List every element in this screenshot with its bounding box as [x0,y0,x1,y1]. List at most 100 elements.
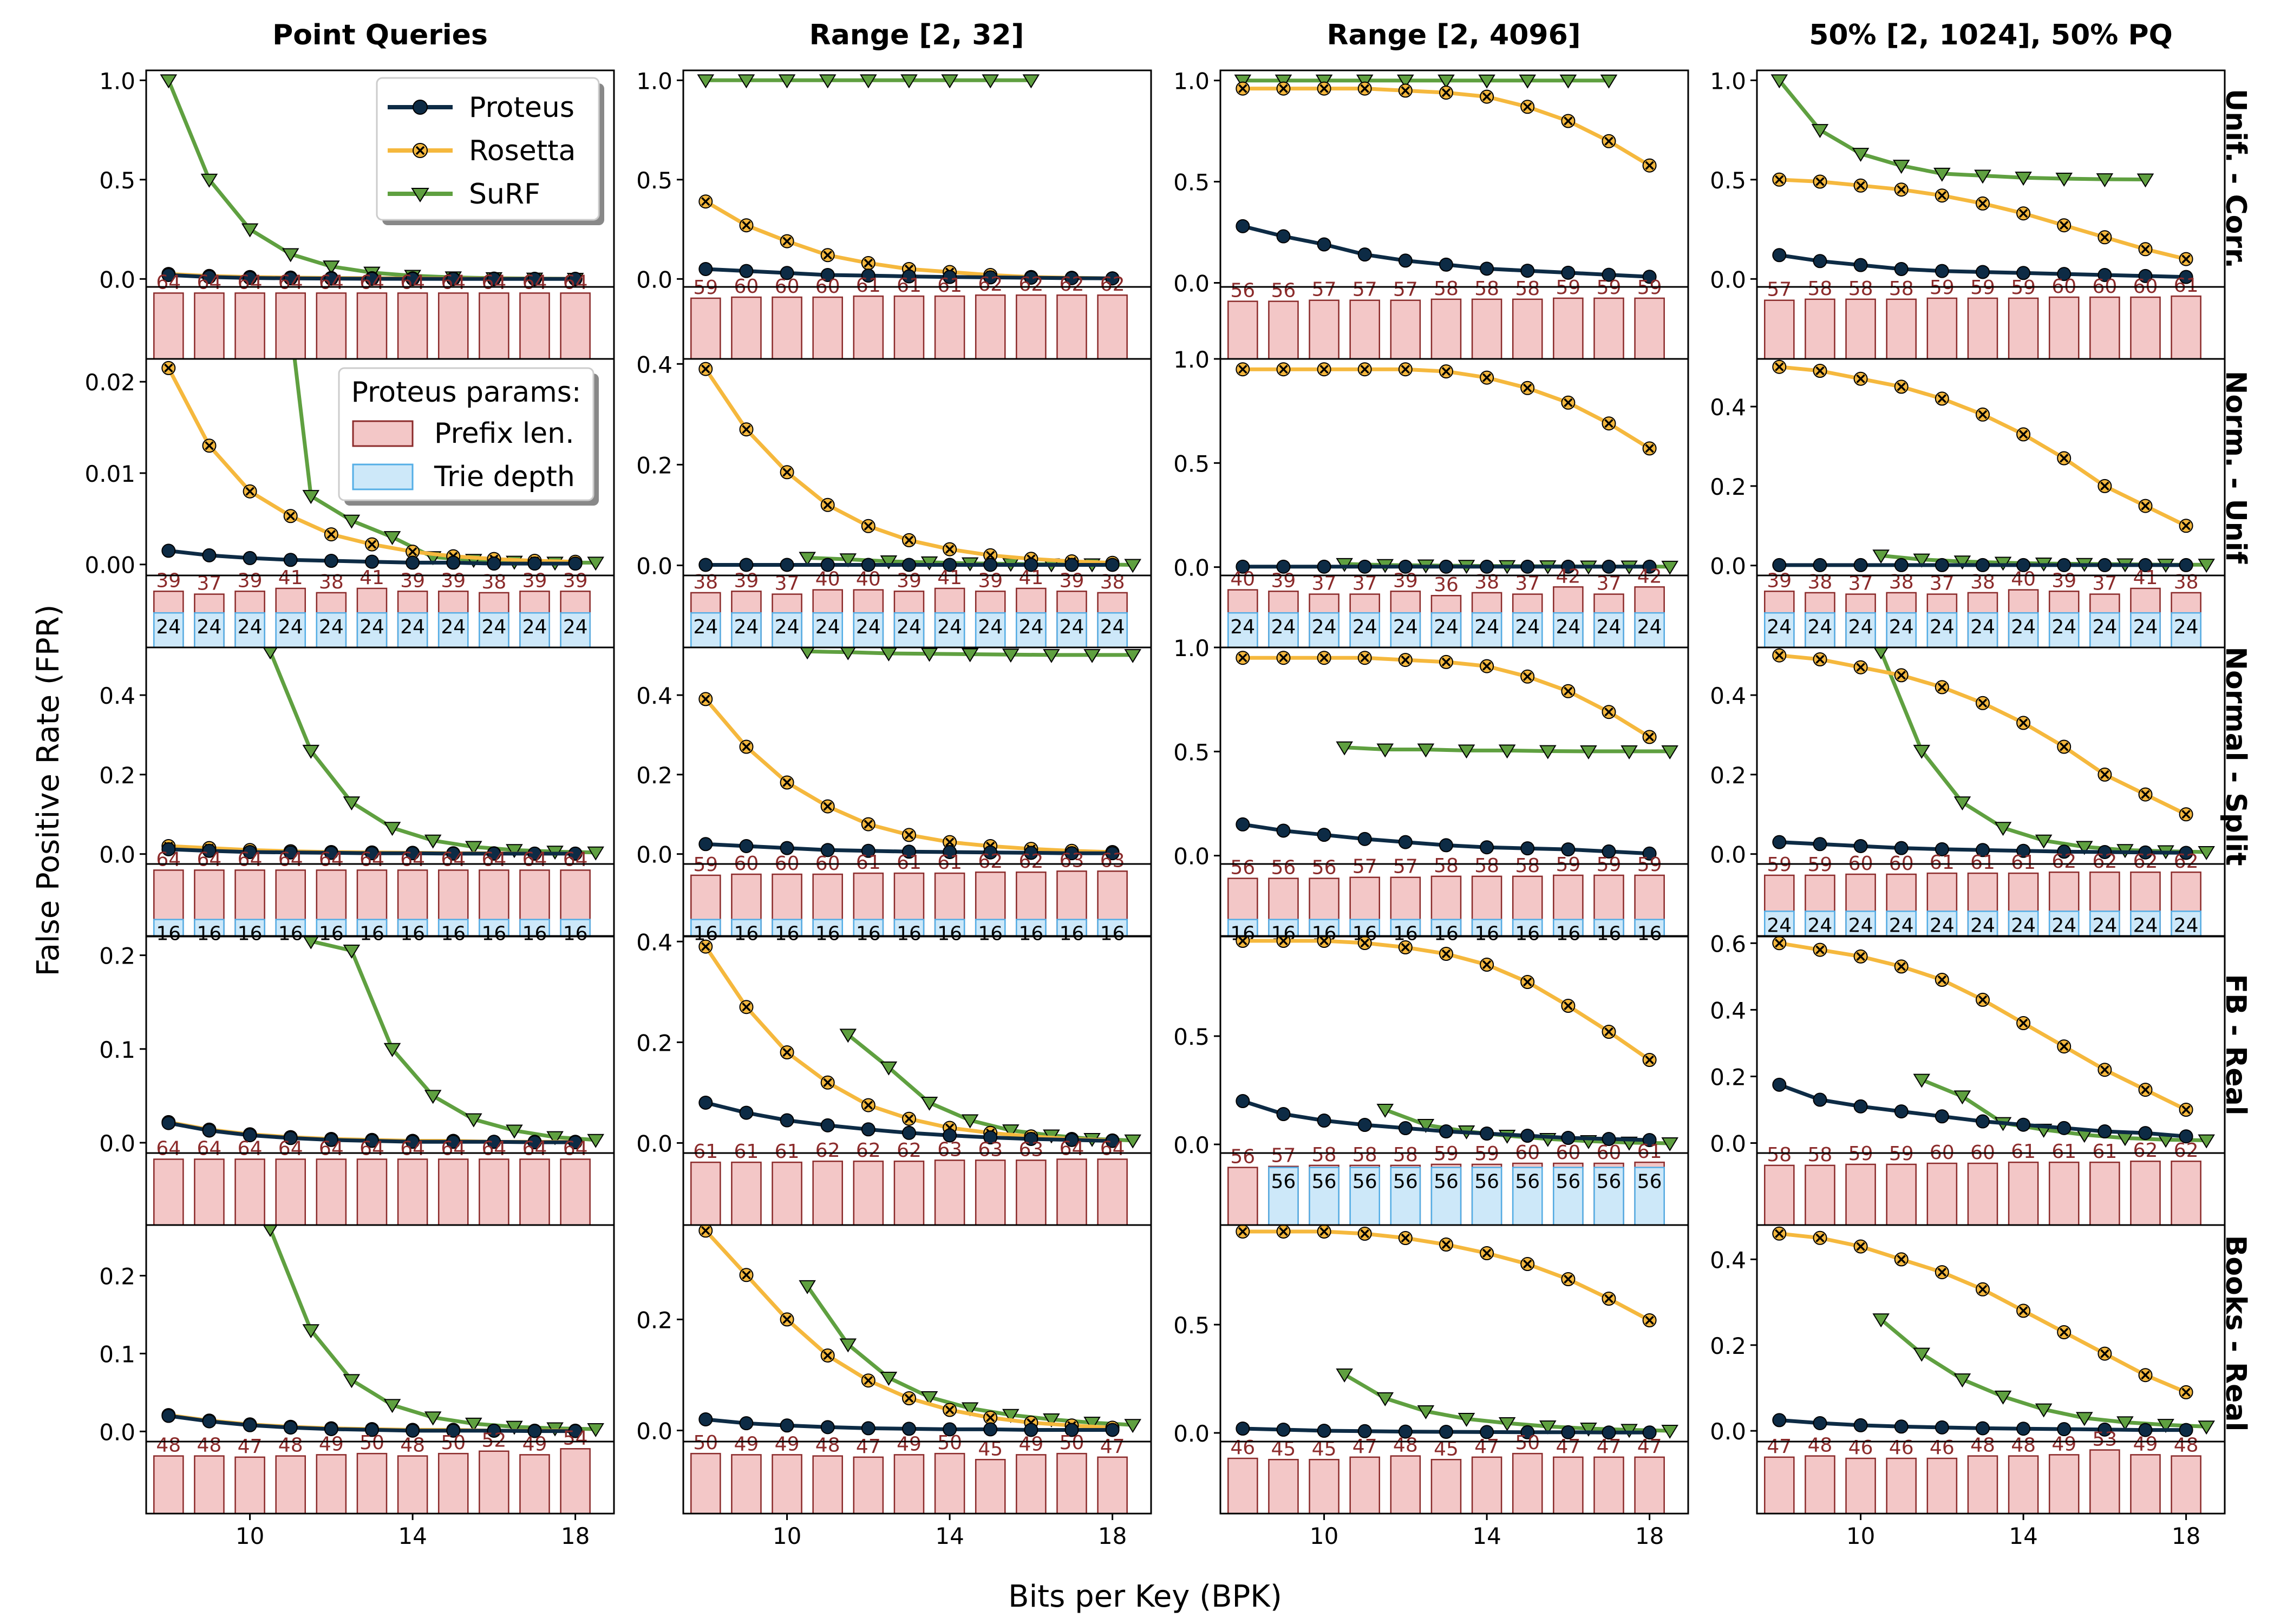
prefix-bar-label: 48 [2174,1435,2199,1457]
prefix-bar-label: 46 [1930,1437,1955,1459]
proteus-point [161,543,176,558]
series-group [697,74,1120,286]
surf-point [587,556,604,571]
surf-point [920,1391,938,1405]
proteus-point [698,1412,713,1426]
prefix-bar-label: 50 [1515,1432,1540,1454]
surf-point [1620,745,1638,759]
trie-bar [731,919,762,937]
proteus-point [1520,559,1535,574]
prefix-bar-label: 38 [693,571,718,593]
prefix-bar-label: 64 [156,271,181,293]
rosetta-point-cross [1441,88,1451,97]
rosetta-point-cross [1856,181,1865,191]
proteus-point [1317,1114,1331,1128]
prefix-bar [356,1452,388,1515]
proteus-point [861,558,875,572]
rosetta-point [2179,252,2193,266]
proteus-point [1935,264,1949,278]
prefix-bar-label: 57 [1393,856,1418,878]
rosetta-point-cross [701,1226,710,1235]
proteus-point [698,837,713,852]
rosetta-point-cross [1482,92,1492,101]
prefix-bar [194,292,225,360]
proteus-point [1853,839,1868,853]
trie-bar-label: 24 [1352,616,1377,638]
surf-point [1811,124,1829,139]
surf-point [241,223,259,238]
trie-bar-label: 56 [1474,1171,1499,1193]
surf-point [2136,173,2154,188]
rosetta-point [861,817,875,831]
trie-bar-label: 24 [2051,616,2076,638]
trie-bar-label: 24 [2011,914,2036,937]
proteus-point [901,844,916,859]
rosetta-point [1813,942,1827,957]
surf-point [424,834,442,849]
series-group [698,939,1141,1149]
rosetta-point-cross [1522,672,1532,682]
rosetta-point-cross [1319,1227,1329,1236]
rosetta-point-cross [1815,366,1825,376]
x-tick-label: 18 [2172,1523,2200,1549]
col-title-0: Point Queries [272,19,488,51]
series-group [698,1225,1141,1437]
prefix-bar [853,295,884,360]
trie-bar-label: 16 [734,923,759,945]
prefix-bar-label: 49 [522,1433,547,1455]
legend-trie-label: Trie depth [434,461,575,493]
rosetta-point-cross [1978,199,1988,208]
prefix-bar-label: 46 [1848,1437,1873,1459]
prefix-bar [772,1454,802,1515]
rosetta-point-cross [945,1405,955,1415]
proteus-point [2016,1422,2031,1436]
trie-bar-label: 16 [1100,923,1125,945]
rosetta-point [1520,669,1535,684]
rosetta-point-cross [1319,84,1329,93]
prefix-bar [2171,295,2201,360]
rosetta-point-cross [742,742,751,751]
trie-bar [1349,612,1381,649]
rosetta-point [2097,479,2112,493]
surf-point [302,1324,320,1339]
proteus-point [202,1123,217,1138]
legend-surf-label: SuRF [469,178,540,211]
legend-trie-swatch [352,463,414,490]
surf-point [860,74,877,89]
y-tick-label: 0.2 [1710,1333,1746,1359]
rosetta-point [1935,188,1949,203]
trie-bar-label: 16 [563,923,588,945]
proteus-point [1642,559,1657,574]
rosetta-point [365,537,379,552]
rosetta-point [1602,1292,1616,1306]
rosetta-point [1317,651,1331,665]
prefix-bar-label: 47 [238,1436,263,1458]
prefix-bar-label: 61 [897,274,922,297]
surf-point [1437,74,1455,89]
proteus-point [1439,1124,1453,1138]
rosetta-point-cross [2018,430,2028,439]
legend-prefix-label: Prefix len. [434,417,574,450]
surf-point [819,74,837,89]
y-tick-label: 0.4 [636,351,672,378]
prefix-bar-label: 58 [1889,278,1914,300]
prefix-bar [1056,1158,1087,1226]
prefix-bar-label: 57 [1312,279,1337,301]
proteus-point [1024,1131,1038,1146]
prefix-bar-label: 61 [775,1141,800,1163]
proteus-point [901,1125,916,1140]
surf-point [1458,744,1475,759]
line-plot-frame [1219,358,1689,577]
prefix-bar-label: 39 [897,569,922,592]
surf-point [800,647,815,660]
surf-point [506,1124,523,1139]
trie-bar-label: 16 [775,923,800,945]
proteus-point [2016,558,2031,572]
prefix-bar-label: 42 [1556,565,1580,587]
trie-bar-label: 24 [441,616,466,638]
prefix-bar-label: 56 [1271,280,1296,302]
rosetta-point-cross [1564,116,1573,126]
prefix-bar-label: 64 [197,271,222,293]
rosetta-point-cross [1564,398,1573,408]
rosetta-point [1236,1225,1250,1239]
